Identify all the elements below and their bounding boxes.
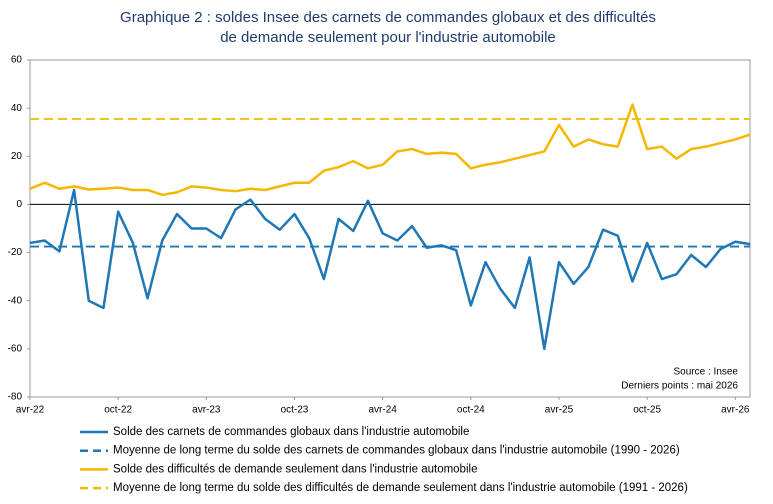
- annotation: Derniers points : mai 2026: [621, 381, 738, 392]
- legend-label: Moyenne de long terme du solde des carne…: [113, 445, 680, 457]
- x-tick-label: oct-24: [457, 405, 485, 416]
- y-tick-label: -40: [8, 295, 23, 306]
- chart-title: de demande seulement pour l'industrie au…: [220, 29, 556, 46]
- y-tick-label: -80: [8, 392, 23, 403]
- y-tick-label: 0: [16, 199, 22, 210]
- y-tick-label: 40: [11, 103, 23, 114]
- x-tick-label: avr-23: [192, 405, 221, 416]
- x-tick-label: avr-22: [16, 405, 45, 416]
- x-tick-label: avr-25: [545, 405, 574, 416]
- annotation: Source : Insee: [674, 367, 739, 378]
- series-line: [29, 103, 751, 197]
- legend-label: Solde des carnets de commandes globaux d…: [113, 426, 469, 438]
- y-tick-label: -20: [8, 247, 23, 258]
- chart-title: Graphique 2 : soldes Insee des carnets d…: [120, 9, 656, 26]
- legend-label: Solde des difficultés de demande seuleme…: [113, 463, 477, 475]
- x-tick-label: avr-24: [368, 405, 397, 416]
- y-tick-label: 60: [11, 55, 23, 66]
- plot-frame: [29, 59, 751, 398]
- x-tick-label: oct-22: [104, 405, 132, 416]
- series-line: [29, 188, 751, 351]
- x-tick-label: oct-25: [633, 405, 661, 416]
- y-tick-label: 20: [11, 151, 23, 162]
- x-tick-label: oct-23: [281, 405, 309, 416]
- y-tick-label: -60: [8, 343, 23, 354]
- x-tick-label: avr-26: [721, 405, 750, 416]
- legend-label: Moyenne de long terme du solde des diffi…: [113, 482, 688, 494]
